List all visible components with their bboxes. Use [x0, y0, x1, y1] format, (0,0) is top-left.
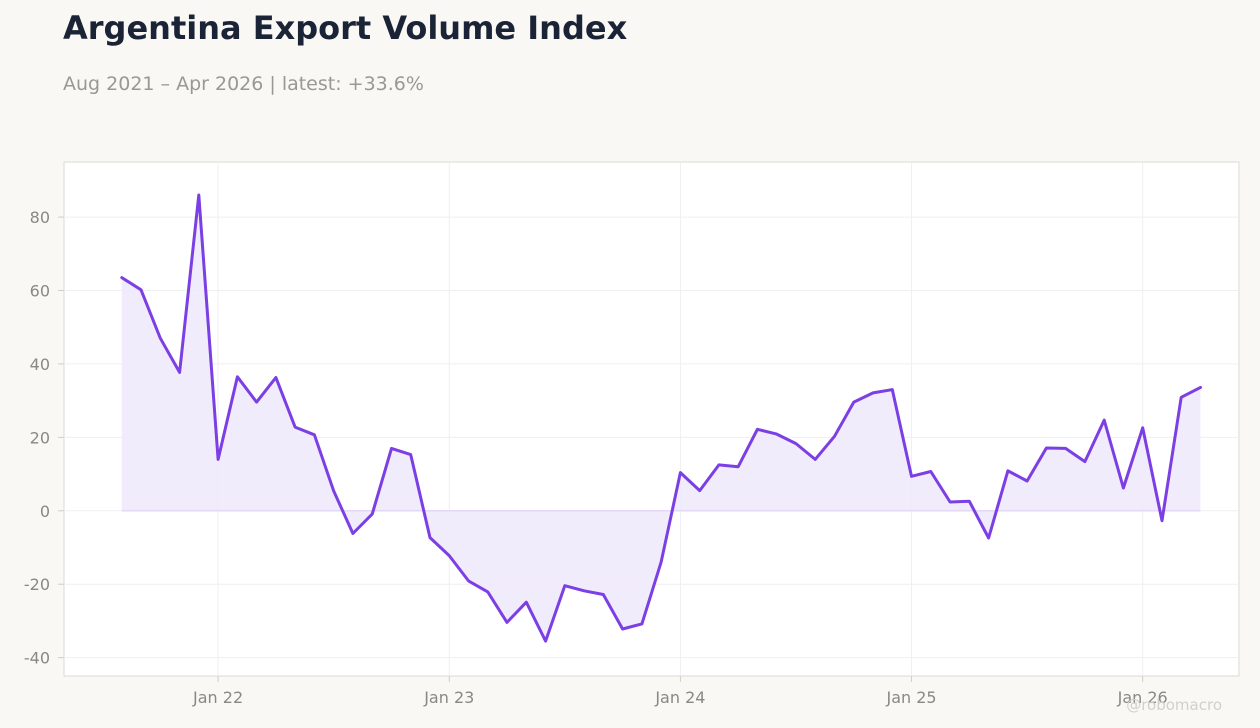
x-tick-label: Jan 25	[885, 688, 936, 707]
y-tick-label: 40	[30, 355, 50, 374]
y-tick-label: 60	[30, 282, 50, 301]
x-tick-label: Jan 23	[423, 688, 474, 707]
y-tick-label: 0	[40, 502, 50, 521]
y-tick-label: -40	[24, 649, 50, 668]
chart-title: Argentina Export Volume Index	[63, 9, 628, 47]
series-line	[120, 193, 1202, 643]
watermark: @robomacro	[1126, 696, 1222, 714]
x-tick-label: Jan 24	[654, 688, 705, 707]
x-tick-label: Jan 22	[192, 688, 243, 707]
series-area-fill	[121, 195, 1201, 642]
x-tick-label: Jan 26	[1117, 688, 1168, 707]
chart-subtitle: Aug 2021 – Apr 2026 | latest: +33.6%	[63, 73, 424, 95]
x-axis: Jan 22 Jan 23 Jan 24 Jan 25 Jan 26	[192, 676, 1168, 707]
y-axis: -40 -20 0 20 40 60 80	[24, 208, 64, 668]
y-tick-label: 80	[30, 208, 50, 227]
y-tick-label: -20	[24, 575, 50, 594]
y-tick-label: 20	[30, 428, 50, 447]
